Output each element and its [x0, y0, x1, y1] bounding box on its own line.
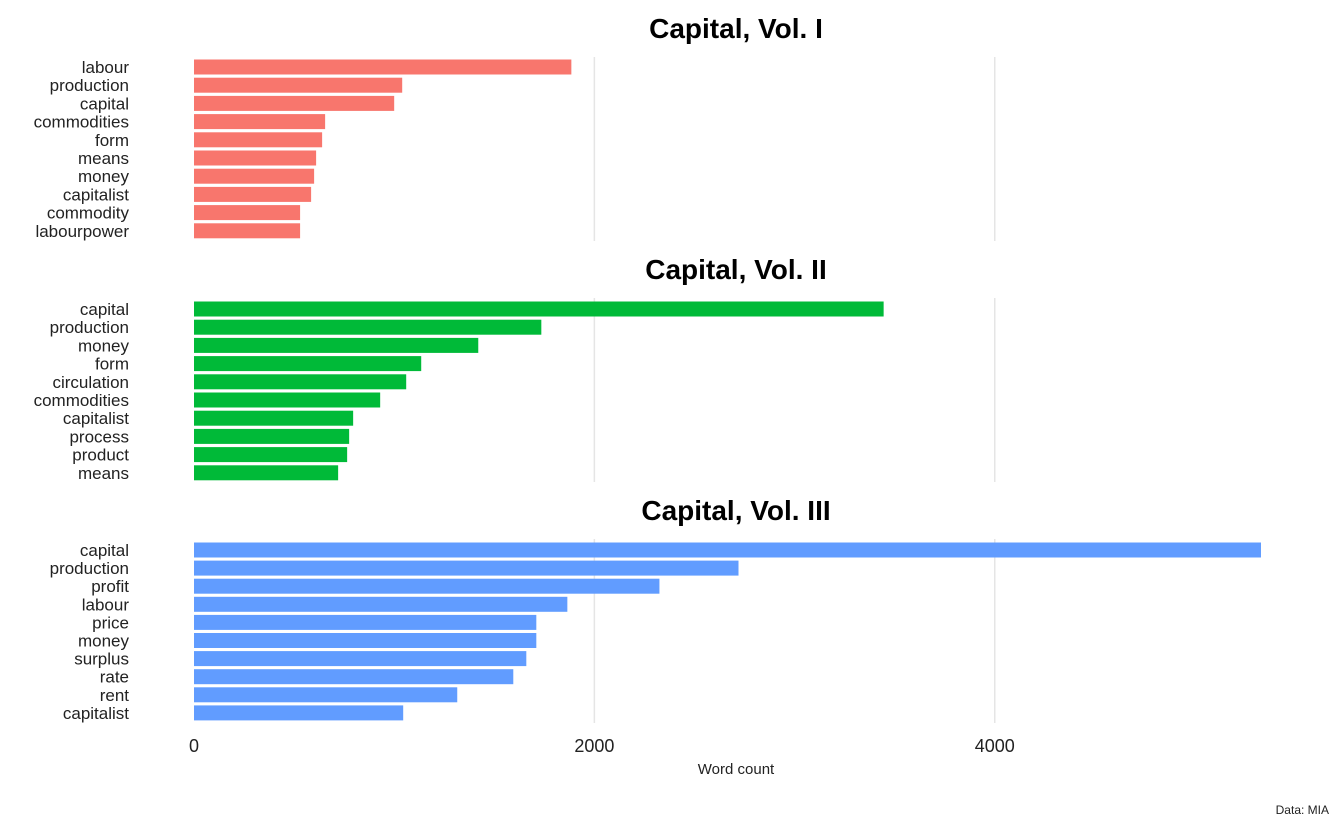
bar — [194, 596, 568, 612]
chart-panel: Capital, Vol. III capitalproductionprofit… — [50, 495, 1261, 723]
category-label: commodities — [34, 113, 129, 132]
bar — [194, 633, 537, 648]
category-label: capitalist — [63, 704, 129, 723]
category-label: commodity — [47, 204, 130, 223]
bar — [194, 223, 301, 239]
bar — [194, 428, 350, 444]
category-label: circulation — [52, 373, 129, 392]
panel-title: Capital, Vol. I — [649, 13, 823, 44]
category-label: money — [78, 632, 130, 651]
category-label: means — [78, 464, 129, 483]
category-label: capital — [80, 94, 129, 113]
category-label: capitalist — [63, 185, 129, 204]
bar — [194, 374, 407, 390]
category-label: labour — [82, 58, 130, 77]
bar — [194, 465, 339, 481]
bar — [194, 705, 404, 721]
bar — [194, 651, 527, 667]
category-label: profit — [91, 577, 129, 596]
chart-panel: Capital, Vol. II capitalproductionmoneyfo… — [34, 254, 996, 483]
bar — [194, 168, 315, 184]
bar — [194, 114, 326, 130]
bar — [194, 356, 422, 372]
bar — [194, 542, 1261, 558]
category-label: capital — [80, 300, 129, 319]
category-label: labourpower — [35, 222, 129, 241]
category-label: capitalist — [63, 409, 129, 428]
bar — [194, 95, 395, 111]
category-label: production — [50, 559, 129, 578]
bar — [194, 186, 312, 202]
category-label: price — [92, 613, 129, 632]
bar — [194, 410, 354, 426]
bar — [194, 205, 301, 221]
x-axis-title: Word count — [698, 761, 775, 778]
bar — [194, 614, 537, 630]
bar — [194, 59, 572, 75]
bar — [194, 337, 479, 353]
x-axis: 0 2000 4000 — [189, 736, 1015, 756]
bar — [194, 319, 542, 335]
category-label: capital — [80, 541, 129, 560]
x-tick-label: 0 — [189, 736, 199, 756]
panel-title: Capital, Vol. III — [641, 495, 830, 526]
category-label: means — [78, 149, 129, 168]
category-label: money — [78, 336, 130, 355]
bar — [194, 669, 514, 685]
x-tick-label: 4000 — [975, 736, 1015, 756]
panel-title: Capital, Vol. II — [645, 254, 827, 285]
category-label: labour — [82, 595, 130, 614]
chart-panel: Capital, Vol. Ilabourproductioncapitalco… — [34, 13, 996, 241]
bar — [194, 392, 381, 408]
x-tick-label: 2000 — [574, 736, 614, 756]
category-label: rate — [100, 668, 129, 687]
category-label: process — [69, 427, 129, 446]
category-label: production — [50, 76, 129, 95]
bar — [194, 578, 660, 594]
data-source-caption: Data: MIA — [1276, 803, 1329, 817]
category-label: production — [50, 318, 129, 337]
bar — [194, 560, 739, 576]
category-label: product — [72, 446, 129, 465]
bar — [194, 132, 323, 148]
category-label: rent — [100, 686, 130, 705]
category-label: surplus — [74, 650, 129, 669]
category-label: money — [78, 167, 130, 186]
bar — [194, 150, 317, 166]
bar — [194, 687, 458, 703]
category-label: commodities — [34, 391, 129, 410]
category-label: form — [95, 131, 129, 150]
category-label: form — [95, 355, 129, 374]
bar — [194, 447, 348, 463]
bar — [194, 77, 403, 93]
bar — [194, 301, 884, 317]
chart-panels: Capital, Vol. Ilabourproductioncapitalco… — [34, 13, 1261, 723]
